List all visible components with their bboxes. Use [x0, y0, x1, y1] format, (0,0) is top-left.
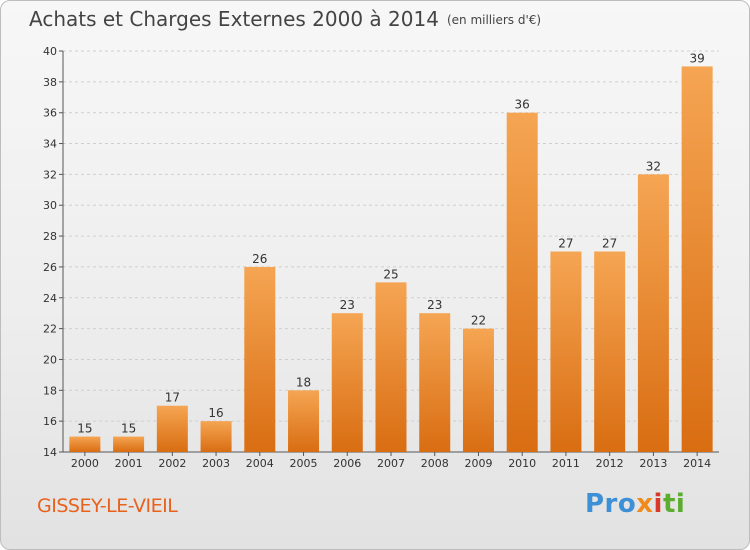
bar-2010 — [506, 112, 538, 452]
bar-2011 — [550, 251, 582, 452]
value-label-2011: 27 — [558, 237, 573, 251]
x-tick-label-2005: 2005 — [290, 457, 318, 470]
x-tick-label-2012: 2012 — [596, 457, 624, 470]
logo-part-4: ti — [662, 489, 686, 519]
value-label-2001: 15 — [121, 422, 136, 436]
value-label-2006: 23 — [340, 298, 355, 312]
x-tick-label-2010: 2010 — [508, 457, 536, 470]
axes: 14 16 18 20 22 24 26 28 30 32 34 36 38 40 — [43, 45, 719, 459]
value-label-2008: 23 — [427, 298, 442, 312]
value-label-2004: 26 — [252, 252, 267, 266]
value-label-2012: 27 — [602, 237, 617, 251]
labels: 15 2000 15 2001 17 2002 16 2003 26 2004 18 2005 23 20… — [71, 51, 711, 470]
bar-2005 — [288, 390, 320, 452]
x-tick-label-2011: 2011 — [552, 457, 580, 470]
y-tick-label: 22 — [43, 323, 57, 336]
bar-2008 — [419, 313, 451, 452]
proxiti-logo: Proxiti — [585, 489, 685, 519]
y-tick-label: 26 — [43, 261, 57, 274]
y-tick-label: 16 — [43, 415, 57, 428]
value-label-2013: 32 — [646, 159, 661, 173]
value-label-2005: 18 — [296, 375, 311, 389]
x-tick-label-2014: 2014 — [683, 457, 711, 470]
bars — [69, 66, 713, 452]
x-tick-label-2000: 2000 — [71, 457, 99, 470]
y-tick-label: 20 — [43, 353, 57, 366]
bar-2000 — [69, 436, 101, 452]
bar-2001 — [113, 436, 145, 452]
x-tick-label-2003: 2003 — [202, 457, 230, 470]
y-tick-label: 34 — [43, 138, 57, 151]
value-label-2002: 17 — [165, 391, 180, 405]
value-label-2000: 15 — [77, 422, 92, 436]
bar-2007 — [375, 282, 407, 452]
title-text: Achats et Charges Externes 2000 à 2014 — [29, 7, 439, 31]
y-tick-label: 32 — [43, 168, 57, 181]
chart-title: Achats et Charges Externes 2000 à 2014 (e… — [29, 7, 541, 31]
bar-2004 — [244, 266, 276, 452]
bar-2003 — [200, 421, 232, 452]
y-tick-label: 14 — [43, 446, 57, 459]
bar-2009 — [462, 328, 494, 452]
y-tick-label: 28 — [43, 230, 57, 243]
logo-part-1: Pro — [585, 489, 637, 519]
value-label-2009: 22 — [471, 314, 486, 328]
value-label-2010: 36 — [515, 98, 530, 112]
unit-text: (en milliers d'€) — [446, 13, 542, 27]
y-tick-label: 38 — [43, 76, 57, 89]
y-tick-label: 18 — [43, 384, 57, 397]
logo-part-2: x — [636, 489, 654, 519]
x-tick-label-2001: 2001 — [115, 457, 143, 470]
y-tick-label: 24 — [43, 292, 57, 305]
x-tick-label-2009: 2009 — [464, 457, 492, 470]
commune-name: GISSEY-LE-VIEIL — [37, 495, 178, 517]
x-tick-label-2006: 2006 — [333, 457, 361, 470]
y-tick-label: 40 — [43, 45, 57, 58]
bar-2013 — [637, 174, 669, 452]
value-label-2003: 16 — [208, 406, 223, 420]
y-tick-label: 36 — [43, 107, 57, 120]
bar-2006 — [331, 313, 363, 452]
x-tick-label-2013: 2013 — [639, 457, 667, 470]
value-label-2007: 25 — [383, 267, 398, 281]
logo-part-3: i — [653, 489, 663, 519]
bar-2014 — [681, 66, 713, 452]
x-tick-label-2007: 2007 — [377, 457, 405, 470]
bar-2012 — [594, 251, 626, 452]
value-label-2014: 39 — [689, 51, 704, 65]
x-tick-label-2004: 2004 — [246, 457, 274, 470]
x-tick-label-2002: 2002 — [158, 457, 186, 470]
x-tick-label-2008: 2008 — [421, 457, 449, 470]
bar-2002 — [156, 405, 188, 452]
y-tick-label: 30 — [43, 199, 57, 212]
